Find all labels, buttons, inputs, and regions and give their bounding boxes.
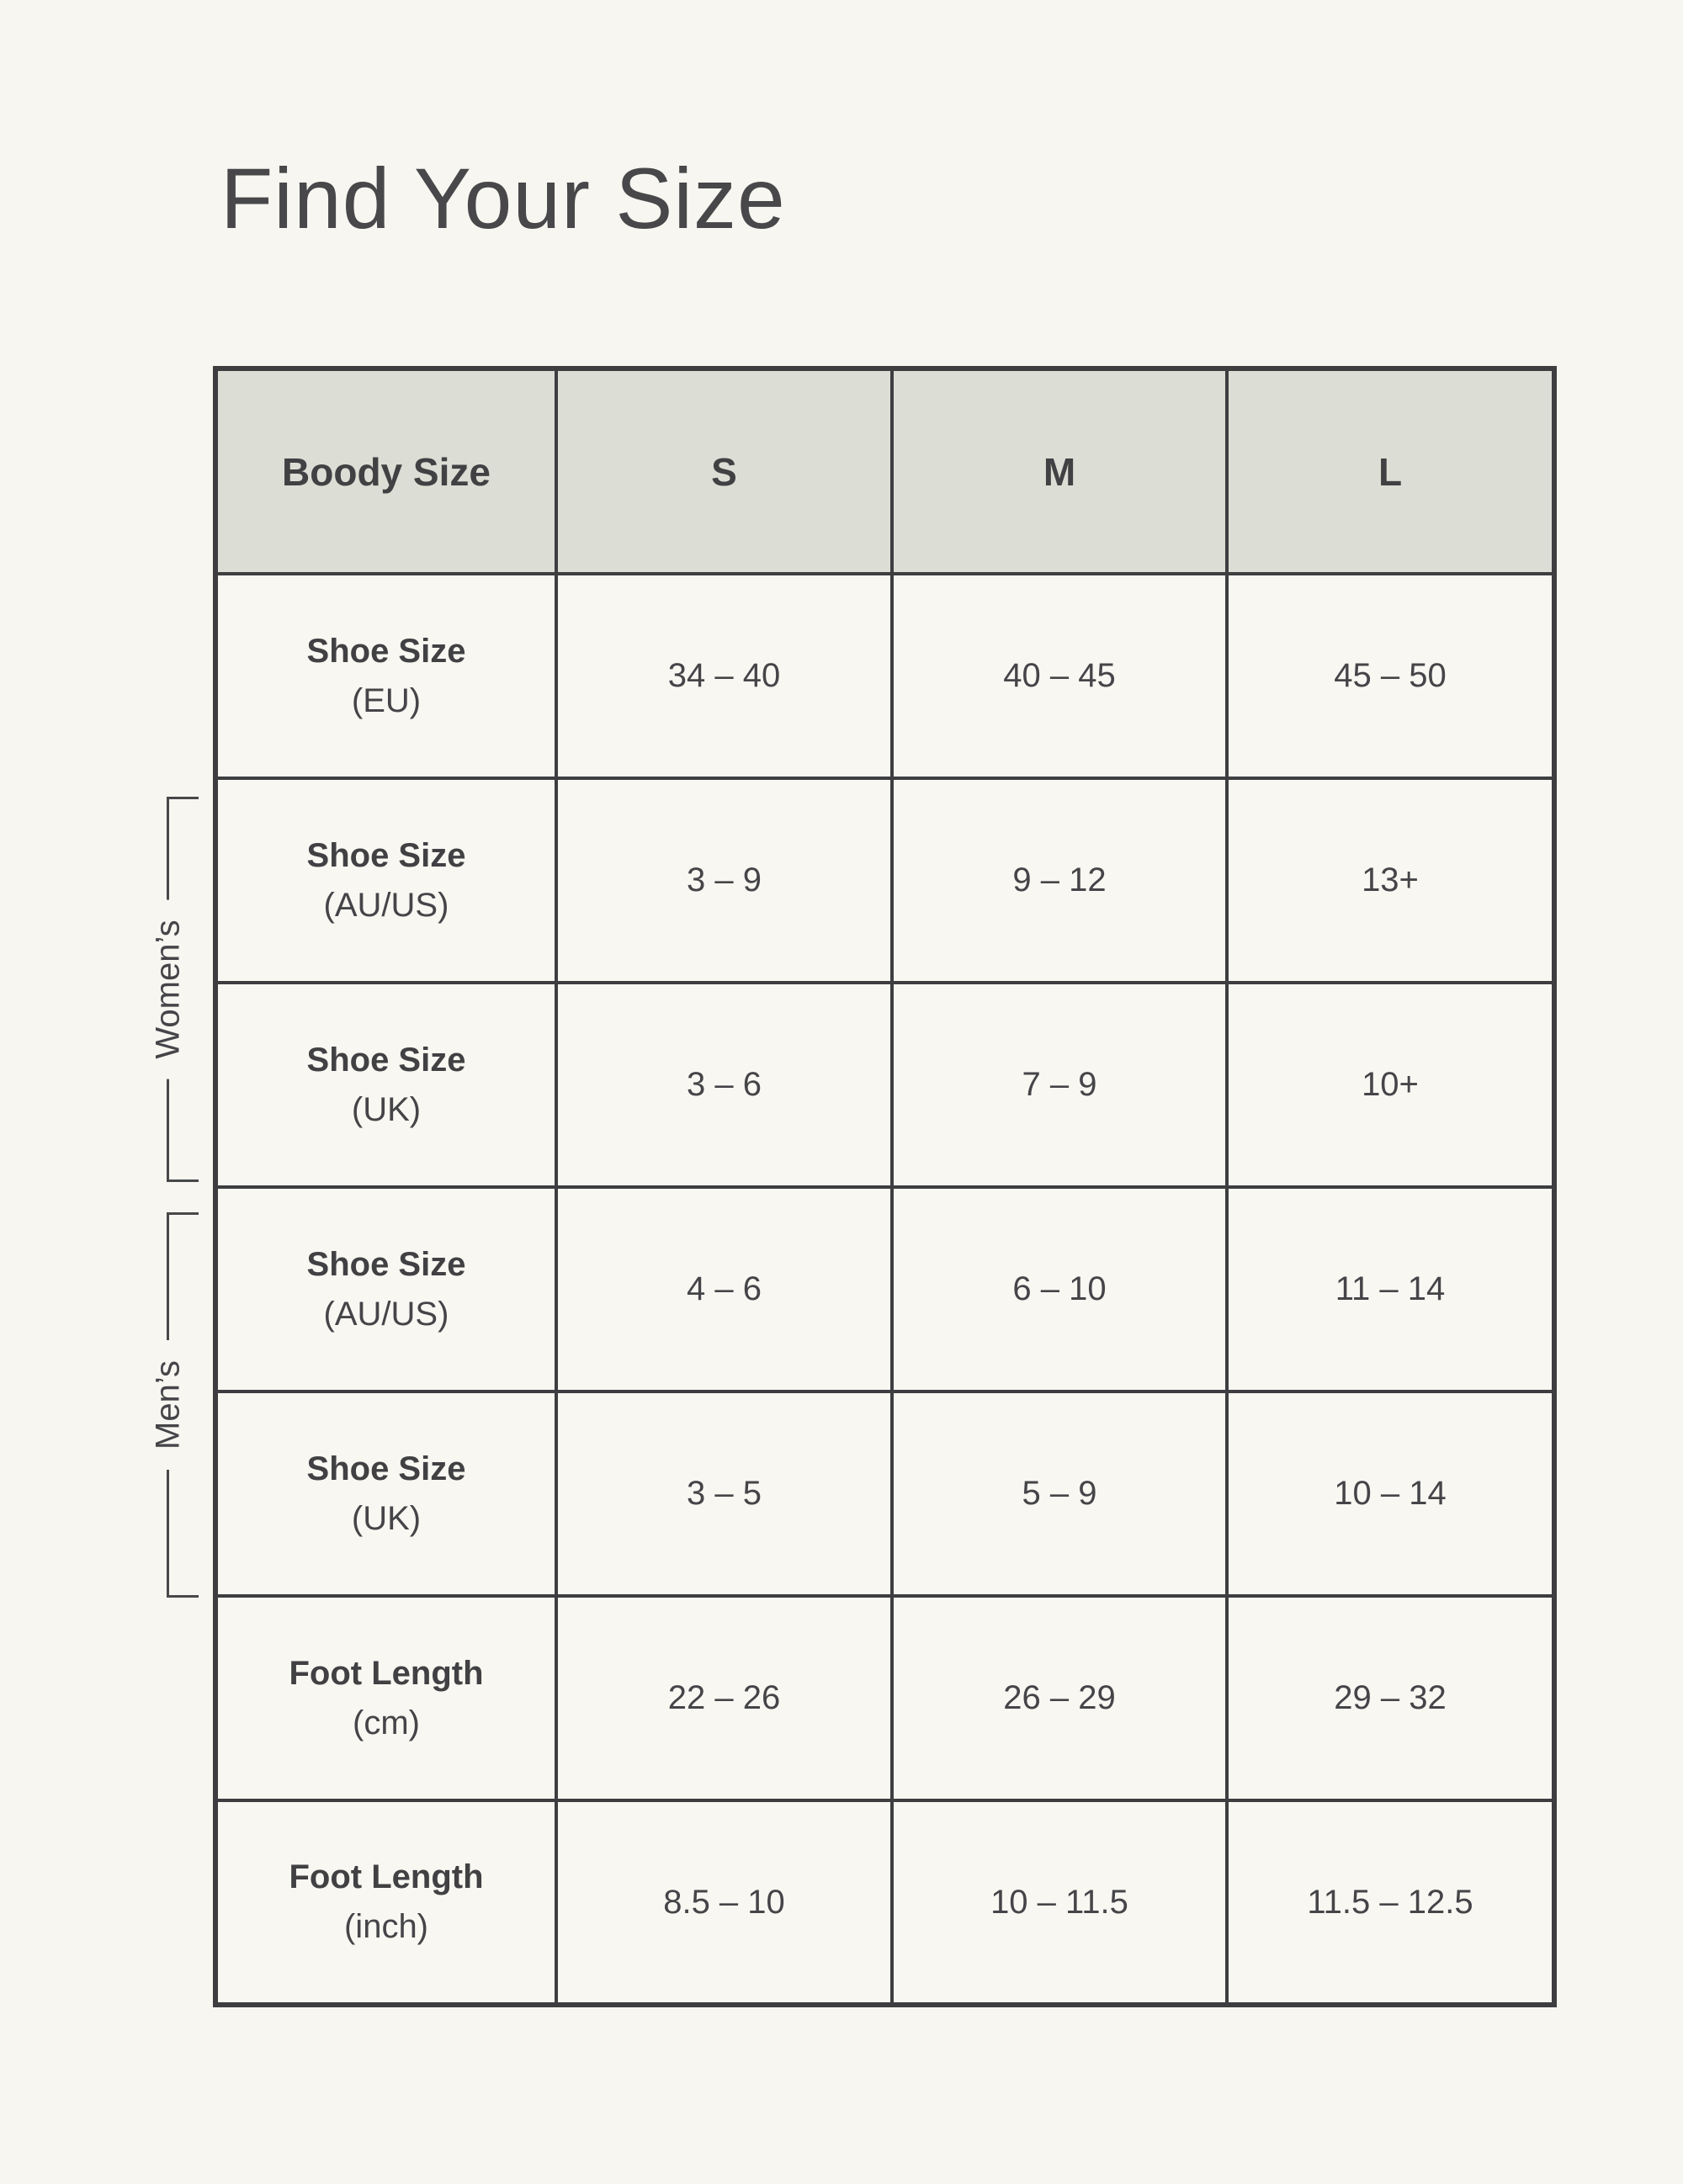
row-label-main: Shoe Size bbox=[306, 632, 466, 670]
row-label-main: Shoe Size bbox=[306, 836, 466, 874]
row-label: Shoe Size (UK) bbox=[214, 981, 558, 1189]
cell-value: 10 – 14 bbox=[1225, 1390, 1556, 1598]
womens-group-label: Women’s bbox=[149, 899, 188, 1079]
row-label-unit: (inch) bbox=[343, 1908, 429, 1945]
cell-value: 13+ bbox=[1225, 777, 1556, 984]
table-row-mens-shoe-size-uk: Shoe Size (UK) 3 – 5 5 – 9 10 – 14 bbox=[214, 1390, 1556, 1598]
table-row-womens-shoe-size-au-us: Shoe Size (AU/US) 3 – 9 9 – 12 13+ bbox=[214, 777, 1556, 984]
row-label-unit: (UK) bbox=[351, 1499, 422, 1537]
cell-value: 40 – 45 bbox=[890, 572, 1229, 780]
cell-value: 45 – 50 bbox=[1225, 572, 1556, 780]
cell-value: 11.5 – 12.5 bbox=[1225, 1799, 1556, 2006]
cell-value: 4 – 6 bbox=[555, 1185, 894, 1393]
row-label: Shoe Size (EU) bbox=[214, 572, 558, 780]
header-size-s: S bbox=[555, 367, 894, 575]
table-header-row: Boody Size S M L bbox=[214, 367, 1556, 575]
row-label-main: Shoe Size bbox=[306, 1041, 466, 1079]
cell-value: 9 – 12 bbox=[890, 777, 1229, 984]
cell-value: 6 – 10 bbox=[890, 1185, 1229, 1393]
cell-value: 10+ bbox=[1225, 981, 1556, 1189]
mens-group-label: Men’s bbox=[149, 1340, 188, 1470]
row-label: Foot Length (inch) bbox=[214, 1799, 558, 2006]
page-title: Find Your Size bbox=[220, 151, 786, 246]
cell-value: 8.5 – 10 bbox=[555, 1799, 894, 2006]
row-label: Shoe Size (AU/US) bbox=[214, 777, 558, 984]
header-size-l: L bbox=[1225, 367, 1556, 575]
table-row-mens-shoe-size-au-us: Shoe Size (AU/US) 4 – 6 6 – 10 11 – 14 bbox=[214, 1185, 1556, 1393]
row-label: Shoe Size (UK) bbox=[214, 1390, 558, 1598]
table-row-foot-length-inch: Foot Length (inch) 8.5 – 10 10 – 11.5 11… bbox=[214, 1799, 1556, 2006]
row-label: Shoe Size (AU/US) bbox=[214, 1185, 558, 1393]
table-row-womens-shoe-size-uk: Shoe Size (UK) 3 – 6 7 – 9 10+ bbox=[214, 981, 1556, 1189]
cell-value: 7 – 9 bbox=[890, 981, 1229, 1189]
cell-value: 5 – 9 bbox=[890, 1390, 1229, 1598]
cell-value: 22 – 26 bbox=[555, 1594, 894, 1802]
row-label-main: Foot Length bbox=[289, 1858, 484, 1895]
cell-value: 34 – 40 bbox=[555, 572, 894, 780]
row-label-unit: (AU/US) bbox=[323, 1295, 449, 1333]
table-row-shoe-size-eu: Shoe Size (EU) 34 – 40 40 – 45 45 – 50 bbox=[214, 572, 1556, 780]
row-label-main: Shoe Size bbox=[306, 1450, 466, 1487]
cell-value: 26 – 29 bbox=[890, 1594, 1229, 1802]
cell-value: 3 – 9 bbox=[555, 777, 894, 984]
cell-value: 3 – 5 bbox=[555, 1390, 894, 1598]
size-chart-table: Boody Size S M L Shoe Size (EU) 34 – 40 … bbox=[213, 366, 1557, 2007]
row-label-unit: (AU/US) bbox=[323, 886, 449, 924]
header-boody-size: Boody Size bbox=[214, 367, 558, 575]
table-row-foot-length-cm: Foot Length (cm) 22 – 26 26 – 29 29 – 32 bbox=[214, 1594, 1556, 1802]
row-label-main: Shoe Size bbox=[306, 1245, 466, 1283]
cell-value: 10 – 11.5 bbox=[890, 1799, 1229, 2006]
row-label: Foot Length (cm) bbox=[214, 1594, 558, 1802]
cell-value: 11 – 14 bbox=[1225, 1185, 1556, 1393]
row-label-main: Foot Length bbox=[289, 1654, 484, 1692]
row-label-unit: (cm) bbox=[353, 1704, 420, 1741]
header-size-m: M bbox=[890, 367, 1229, 575]
row-label-unit: (UK) bbox=[351, 1090, 422, 1128]
row-label-unit: (EU) bbox=[351, 681, 422, 719]
cell-value: 29 – 32 bbox=[1225, 1594, 1556, 1802]
cell-value: 3 – 6 bbox=[555, 981, 894, 1189]
